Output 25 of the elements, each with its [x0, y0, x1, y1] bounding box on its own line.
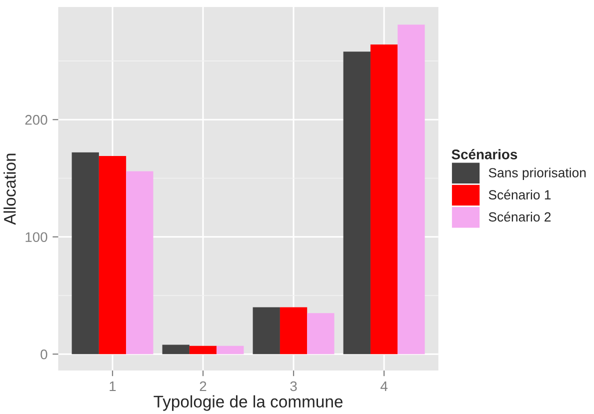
bar	[398, 24, 425, 354]
bar	[307, 313, 334, 354]
legend-label: Sans priorisation	[488, 168, 586, 180]
bar	[72, 152, 99, 354]
y-tick-label: 100	[26, 232, 48, 242]
bar	[126, 171, 154, 354]
legend-label: Scénario 1	[488, 190, 551, 200]
y-axis-title: Allocation	[4, 154, 16, 225]
y-tick-label: 200	[25, 114, 48, 125]
x-axis-title: Typologie de la commune	[154, 395, 343, 411]
y-tick-label: 0	[40, 349, 48, 360]
bar	[216, 346, 244, 354]
x-tick-label: 3	[290, 381, 297, 392]
bar	[162, 344, 190, 354]
legend-title: Scénarios	[452, 149, 518, 160]
x-tick-label: 2	[200, 381, 206, 392]
x-tick-label: 1	[110, 381, 116, 392]
bar	[280, 307, 308, 354]
bar	[370, 44, 398, 354]
bar	[343, 52, 370, 354]
bar	[252, 307, 280, 354]
bar	[98, 156, 126, 354]
x-tick-label: 4	[380, 381, 388, 392]
bar	[189, 346, 217, 354]
legend-label: Scénario 2	[488, 212, 551, 222]
